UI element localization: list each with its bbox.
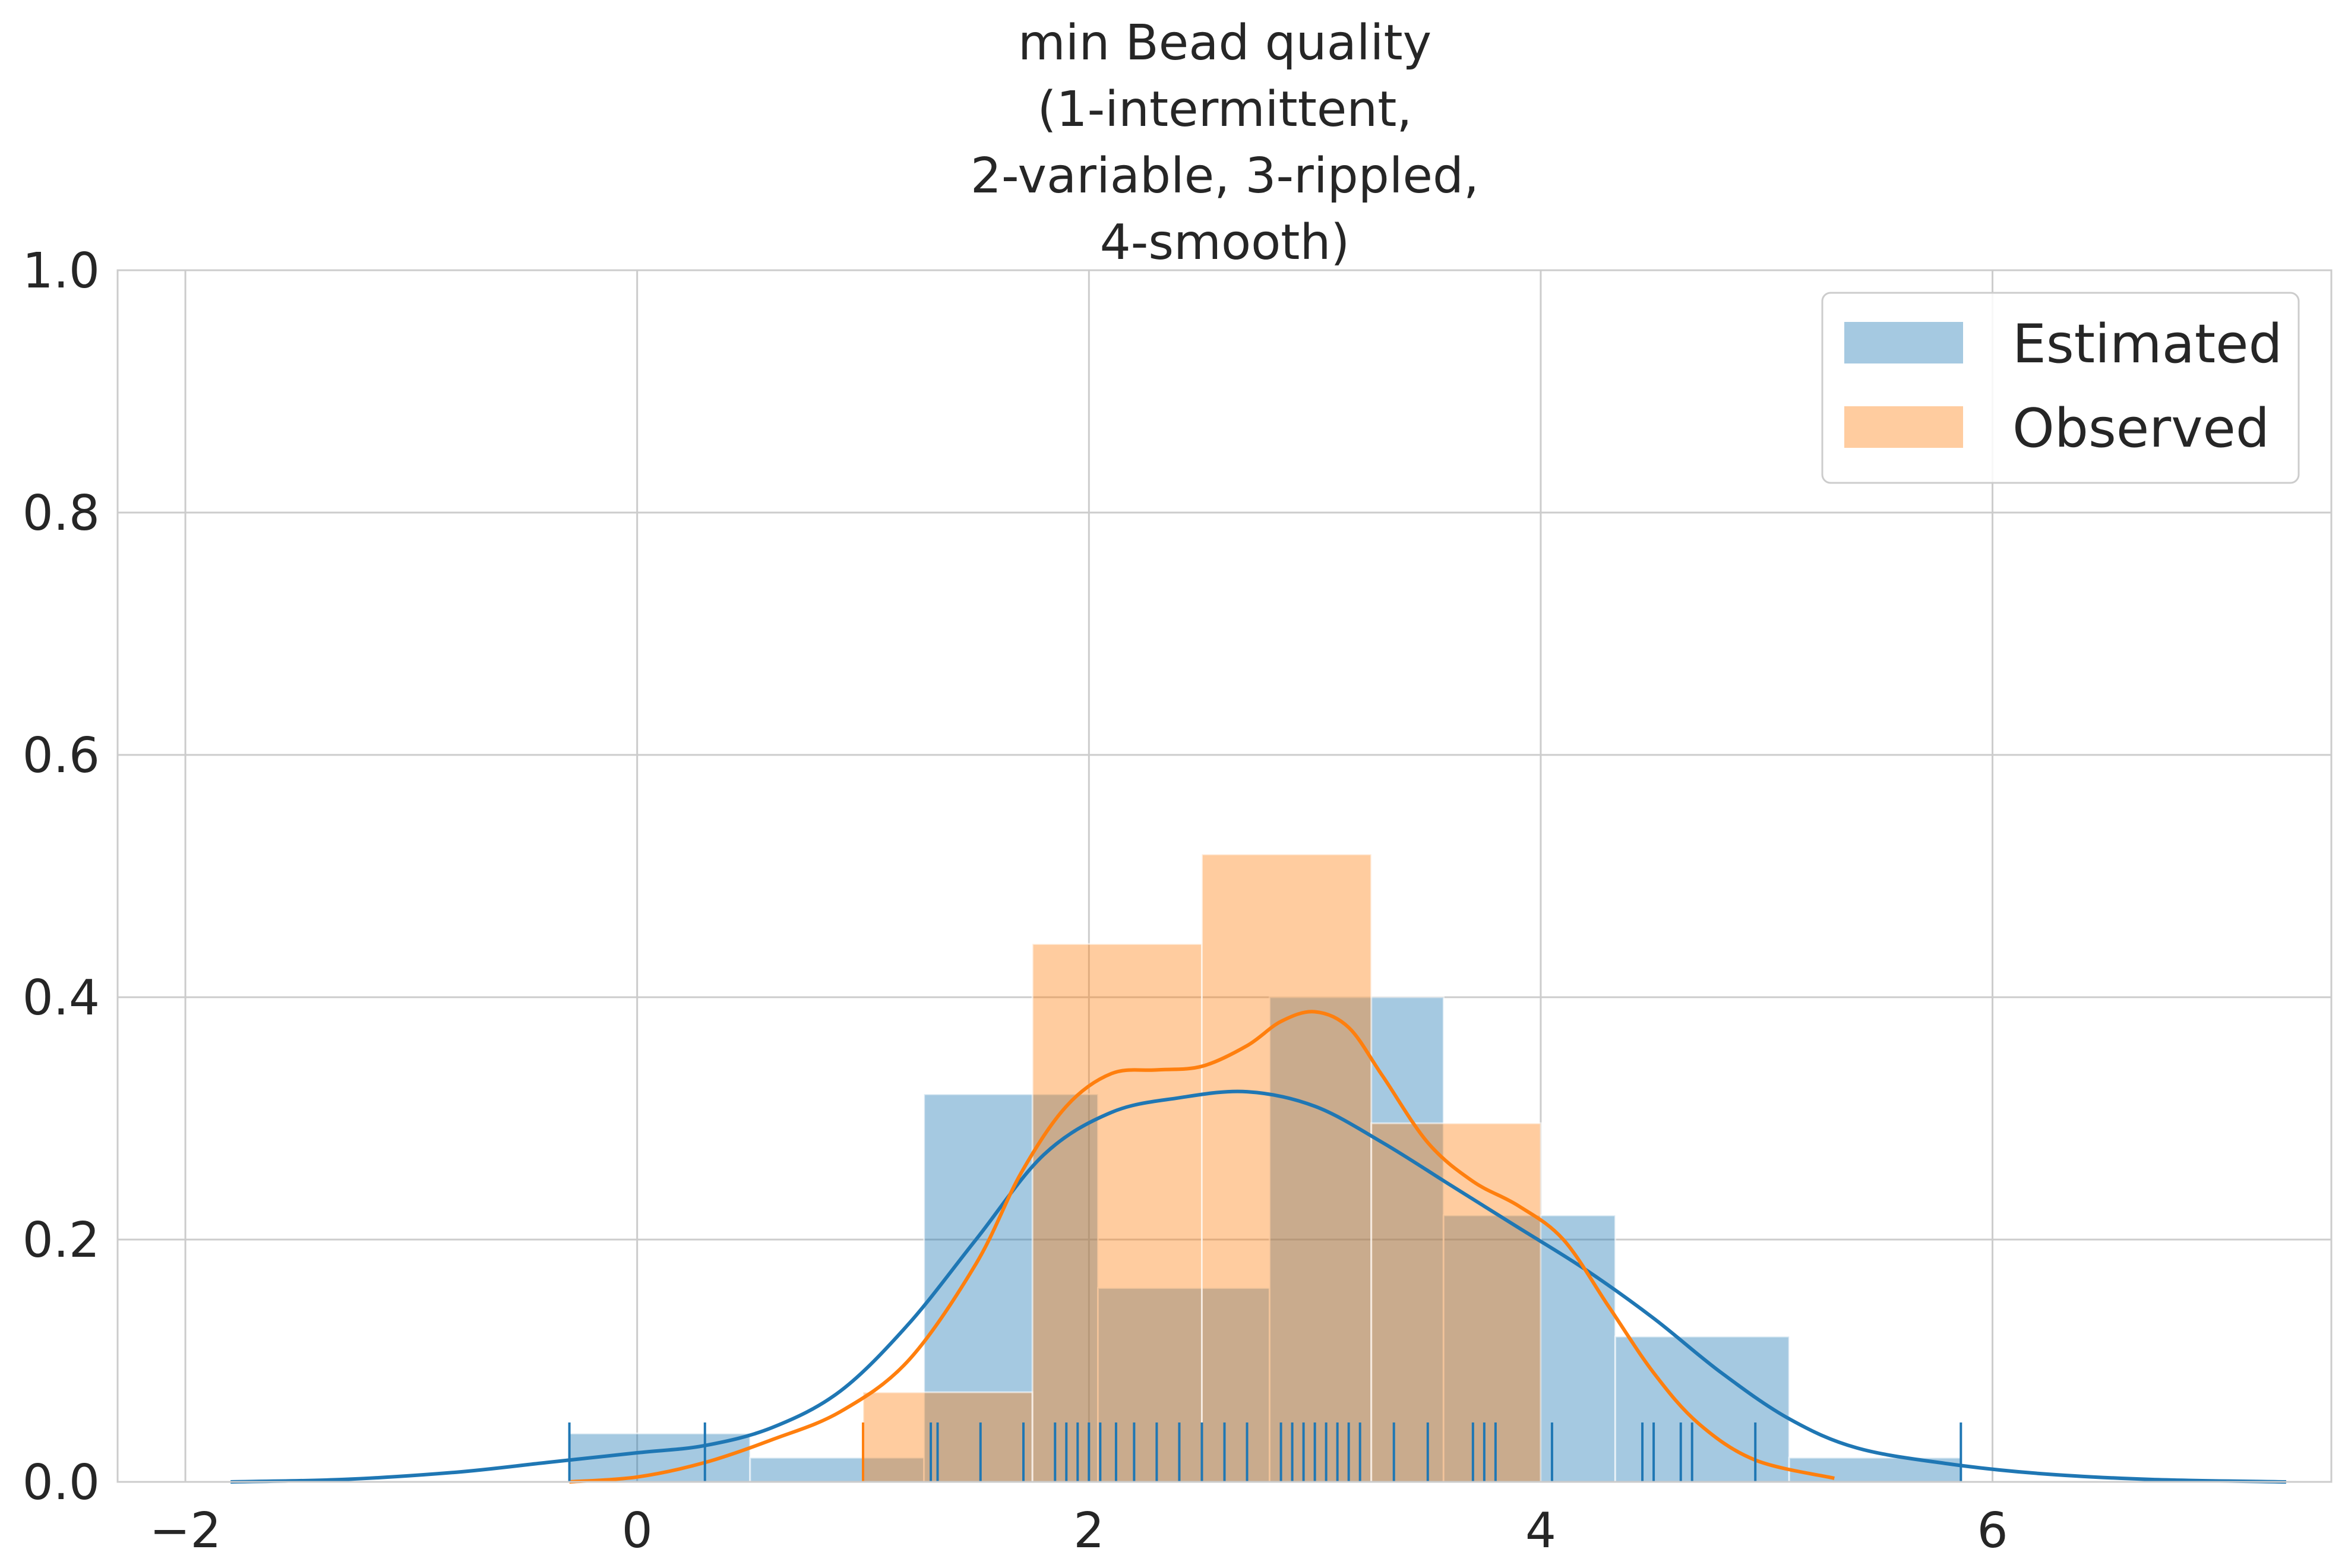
histogram-bar-estimated: [1097, 1287, 1271, 1483]
x-tick-label: −2: [150, 1503, 222, 1559]
kde-lines: [230, 1010, 2286, 1484]
legend-label-estimated: Estimated: [2012, 313, 2283, 375]
kde-line-estimated: [230, 1089, 2286, 1484]
chart-title-line: 4-smooth): [1100, 214, 1350, 271]
x-tick-label: 4: [1525, 1503, 1556, 1559]
x-tick-label: 6: [1977, 1503, 2008, 1559]
legend-swatch-estimated: [1844, 322, 1963, 363]
legend-box: [1821, 292, 2300, 484]
chart-title-line: 2-variable, 3-rippled,: [971, 148, 1479, 204]
histogram-bar-estimated: [749, 1456, 925, 1483]
y-axis: 0.0 0.2 0.4 0.6 0.8 1.0: [23, 243, 100, 1511]
y-tick-label: 0.0: [23, 1455, 100, 1511]
histogram-bar-observed: [1370, 1122, 1542, 1483]
kde-line-observed: [569, 1010, 1835, 1484]
chart-title-line: min Bead quality: [1018, 15, 1431, 71]
chart-title-line: (1-intermittent,: [1038, 81, 1412, 138]
legend-swatch-observed: [1844, 406, 1963, 448]
x-tick-label: 0: [622, 1503, 653, 1559]
y-tick-label: 0.2: [23, 1212, 100, 1269]
histogram-bar-observed: [1031, 943, 1203, 1483]
histogram-bar-estimated: [923, 1093, 1099, 1483]
y-tick-label: 1.0: [23, 243, 100, 299]
y-tick-label: 0.8: [23, 485, 100, 542]
histogram-bar-observed: [862, 1391, 1034, 1483]
legend: Estimated Observed: [1821, 292, 2300, 484]
y-tick-label: 0.4: [23, 970, 100, 1026]
plot-frame: [116, 269, 2333, 1483]
legend-label-observed: Observed: [2012, 397, 2270, 460]
rug-marks: [568, 1422, 1962, 1482]
y-tick-label: 0.6: [23, 728, 100, 784]
x-axis: −2 0 2 4 6: [150, 1503, 2008, 1559]
histogram-bar-observed: [1200, 853, 1373, 1483]
chart-title: min Bead quality (1-intermittent, 2-vari…: [971, 15, 1479, 271]
plot-area: [116, 269, 2333, 1484]
x-tick-label: 2: [1073, 1503, 1104, 1559]
histogram-bars: [568, 853, 1962, 1483]
